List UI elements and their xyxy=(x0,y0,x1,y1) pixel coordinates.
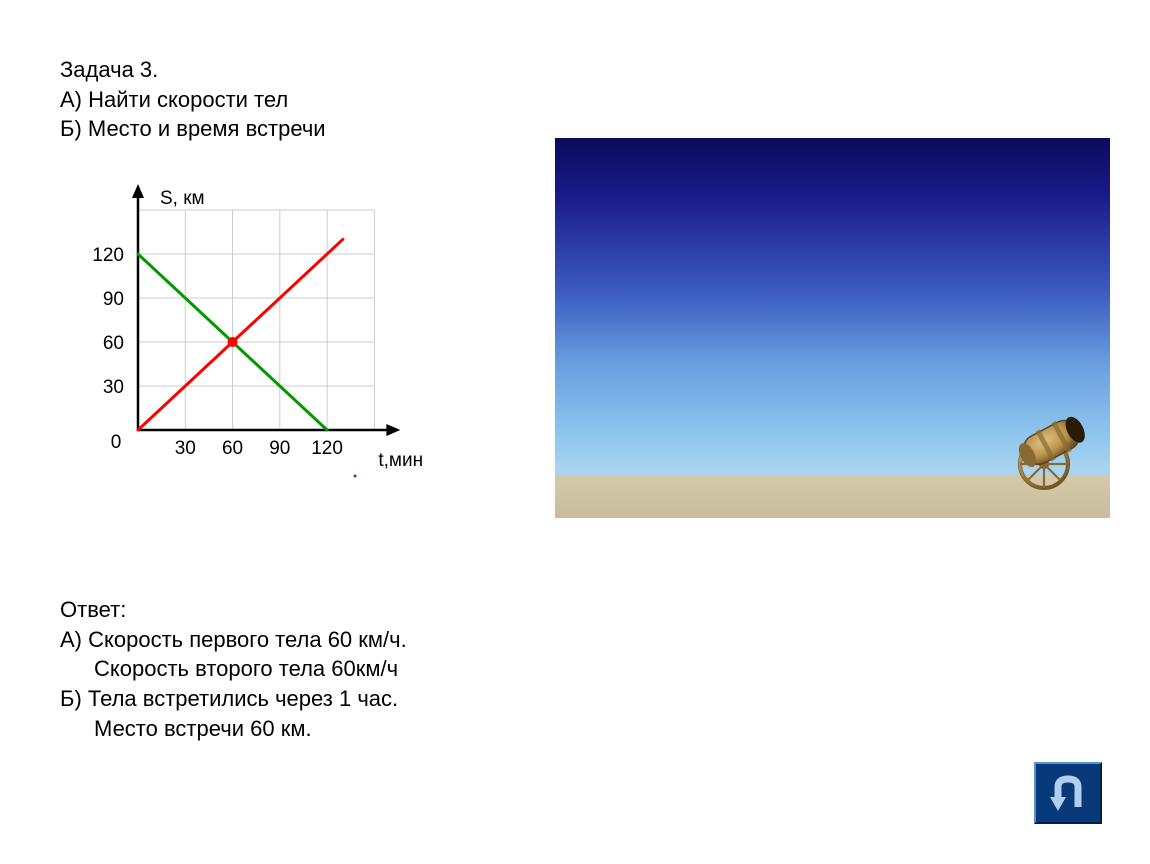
svg-text:60: 60 xyxy=(103,333,124,354)
answer-b1: Б) Тела встретились через 1 час. xyxy=(60,684,407,714)
scene-illustration xyxy=(555,138,1110,518)
problem-line-a: А) Найти скорости тел xyxy=(60,85,326,115)
answer-title: Ответ: xyxy=(60,595,407,625)
chart-svg: 0 30 60 90 120 30 60 90 120 S, км t,мин xyxy=(60,170,460,490)
svg-text:S, км: S, км xyxy=(160,188,205,209)
problem-line-b: Б) Место и время встречи xyxy=(60,114,326,144)
answer-b2: Место встречи 60 км. xyxy=(60,714,407,744)
cannon-icon xyxy=(974,392,1094,492)
problem-text: Задача 3. А) Найти скорости тел Б) Место… xyxy=(60,55,326,144)
back-button[interactable] xyxy=(1034,762,1102,824)
svg-text:t,мин: t,мин xyxy=(378,450,423,471)
distance-time-chart: 0 30 60 90 120 30 60 90 120 S, км t,мин xyxy=(60,170,460,490)
answer-text: Ответ: А) Скорость первого тела 60 км/ч.… xyxy=(60,595,407,743)
problem-title: Задача 3. xyxy=(60,55,326,85)
svg-text:90: 90 xyxy=(269,438,290,459)
svg-text:30: 30 xyxy=(103,377,124,398)
u-turn-arrow-icon xyxy=(1044,771,1092,815)
svg-text:120: 120 xyxy=(311,438,343,459)
svg-text:0: 0 xyxy=(111,432,122,453)
svg-text:30: 30 xyxy=(175,438,196,459)
answer-a1: А) Скорость первого тела 60 км/ч. xyxy=(60,625,407,655)
answer-a2: Скорость второго тела 60км/ч xyxy=(60,654,407,684)
svg-text:120: 120 xyxy=(92,245,124,266)
svg-text:90: 90 xyxy=(103,289,124,310)
svg-text:60: 60 xyxy=(222,438,243,459)
